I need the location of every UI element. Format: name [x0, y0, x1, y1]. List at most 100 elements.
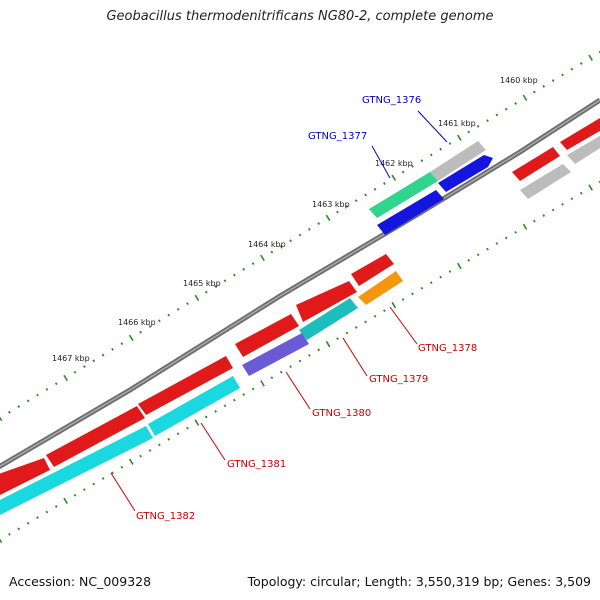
inner-minor-tick [579, 191, 583, 195]
outer-minor-tick [364, 193, 367, 197]
gene-feature-red-forward-1[interactable] [512, 147, 560, 181]
outer-major-tick [194, 294, 200, 302]
gene-feature-gtng-1378[interactable] [358, 271, 403, 305]
outer-minor-tick [542, 84, 546, 88]
inner-minor-tick [420, 286, 424, 290]
outer-major-tick [0, 416, 3, 422]
gene-feature-gtng-1379[interactable] [299, 298, 358, 340]
forward-strand-genes [369, 115, 600, 235]
inner-minor-tick [467, 258, 471, 262]
outer-minor-tick [270, 250, 274, 254]
inner-minor-tick [73, 493, 77, 497]
gene-feature-red-reverse-6[interactable] [0, 458, 50, 500]
gene-label-gtng-1378[interactable]: GTNG_1378 [418, 343, 477, 354]
gene-label-gtng-1377[interactable]: GTNG_1377 [308, 131, 367, 142]
inner-major-tick [457, 262, 462, 270]
inner-minor-tick [251, 387, 255, 391]
outer-minor-tick [579, 62, 583, 65]
outer-minor-tick [551, 79, 555, 83]
inner-minor-tick [101, 477, 105, 480]
outer-minor-tick [73, 370, 77, 374]
outer-minor-tick [176, 307, 180, 311]
inner-minor-tick [242, 393, 246, 396]
outer-minor-tick [36, 393, 39, 397]
inner-minor-tick [204, 415, 208, 419]
reverse-strand-genes [0, 254, 403, 520]
gene-feature-gtng-1380[interactable] [242, 333, 309, 376]
outer-minor-tick [298, 233, 302, 237]
gene-labels: GTNG_1376 GTNG_1377 GTNG_1378 GTNG_1379 … [136, 95, 477, 522]
outer-minor-tick [158, 319, 161, 323]
outer-minor-tick [354, 199, 358, 203]
inner-minor-tick [514, 230, 517, 234]
inner-minor-tick [233, 398, 236, 402]
gene-feature-gtng-1382[interactable] [0, 426, 153, 520]
gene-feature-gtng-1377[interactable] [369, 172, 438, 218]
inner-minor-tick [214, 409, 217, 413]
outer-minor-tick [54, 382, 58, 386]
inner-major-tick [194, 419, 200, 426]
inner-minor-tick [298, 359, 302, 363]
outer-major-tick [63, 374, 68, 382]
leader-gtng-1380 [285, 371, 311, 410]
inner-minor-tick [289, 365, 292, 368]
inner-minor-tick [495, 242, 499, 245]
inner-minor-tick [111, 471, 114, 475]
outer-tick-track [0, 50, 600, 422]
leader-gtng-1382 [110, 472, 136, 512]
gene-feature-red-reverse-4[interactable] [138, 356, 233, 415]
inner-minor-tick [54, 505, 58, 508]
gene-feature-red-forward-2[interactable] [560, 115, 600, 150]
inner-minor-tick [401, 298, 405, 301]
gene-label-leaders [110, 110, 448, 512]
outer-major-tick [522, 94, 528, 101]
gene-label-gtng-1382[interactable]: GTNG_1382 [136, 511, 195, 522]
outer-minor-tick [533, 90, 536, 94]
inner-minor-tick [345, 331, 349, 335]
outer-minor-tick [17, 405, 21, 408]
outer-minor-tick [83, 365, 86, 368]
outer-minor-tick [111, 347, 114, 351]
gene-feature-gtng-1381[interactable] [148, 376, 240, 436]
gene-label-gtng-1376[interactable]: GTNG_1376 [362, 95, 421, 106]
outer-minor-tick [429, 153, 433, 157]
gene-feature-red-reverse-5[interactable] [46, 406, 145, 467]
leader-gtng-1376 [417, 110, 448, 143]
inner-major-tick [128, 458, 134, 465]
inner-minor-tick [158, 443, 161, 447]
outer-minor-tick [439, 147, 442, 151]
inner-minor-tick [36, 516, 39, 520]
inner-minor-tick [223, 404, 227, 408]
outer-minor-tick [233, 273, 236, 277]
inner-minor-tick [411, 292, 414, 296]
gene-feature-grey-forward[interactable] [430, 141, 486, 181]
inner-major-tick [588, 184, 593, 191]
gene-feature-gtng-1376[interactable] [438, 155, 493, 192]
genome-backbone-highlight [0, 99, 600, 468]
gene-label-gtng-1380[interactable]: GTNG_1380 [312, 408, 371, 419]
outer-major-tick [325, 214, 331, 221]
inner-major-tick [325, 341, 331, 348]
inner-tick-track [0, 180, 600, 544]
outer-minor-tick [570, 67, 574, 71]
accession-text: Accession: NC_009328 [9, 574, 152, 589]
gene-feature-red-reverse-2[interactable] [296, 281, 357, 322]
inner-minor-tick [336, 337, 339, 341]
gene-feature-grey-forward-2[interactable] [520, 164, 571, 199]
gene-label-gtng-1379[interactable]: GTNG_1379 [369, 374, 428, 385]
outer-minor-tick [186, 302, 189, 306]
leader-gtng-1378 [389, 306, 418, 345]
gene-feature-red-reverse-3[interactable] [235, 314, 299, 357]
inner-minor-tick [429, 281, 433, 285]
outer-minor-tick [251, 262, 255, 266]
gene-feature-grey-forward-3[interactable] [567, 133, 600, 164]
scale-label-1460: 1460 kbp [500, 76, 538, 85]
gene-label-gtng-1381[interactable]: GTNG_1381 [227, 459, 286, 470]
scale-label-1463: 1463 kbp [312, 200, 350, 209]
outer-minor-tick [26, 399, 30, 403]
gene-feature-red-reverse-1[interactable] [351, 254, 394, 286]
scale-label-1465: 1465 kbp [183, 279, 221, 288]
inner-minor-tick [542, 214, 546, 217]
gene-feature-blue-lower[interactable] [377, 190, 444, 235]
